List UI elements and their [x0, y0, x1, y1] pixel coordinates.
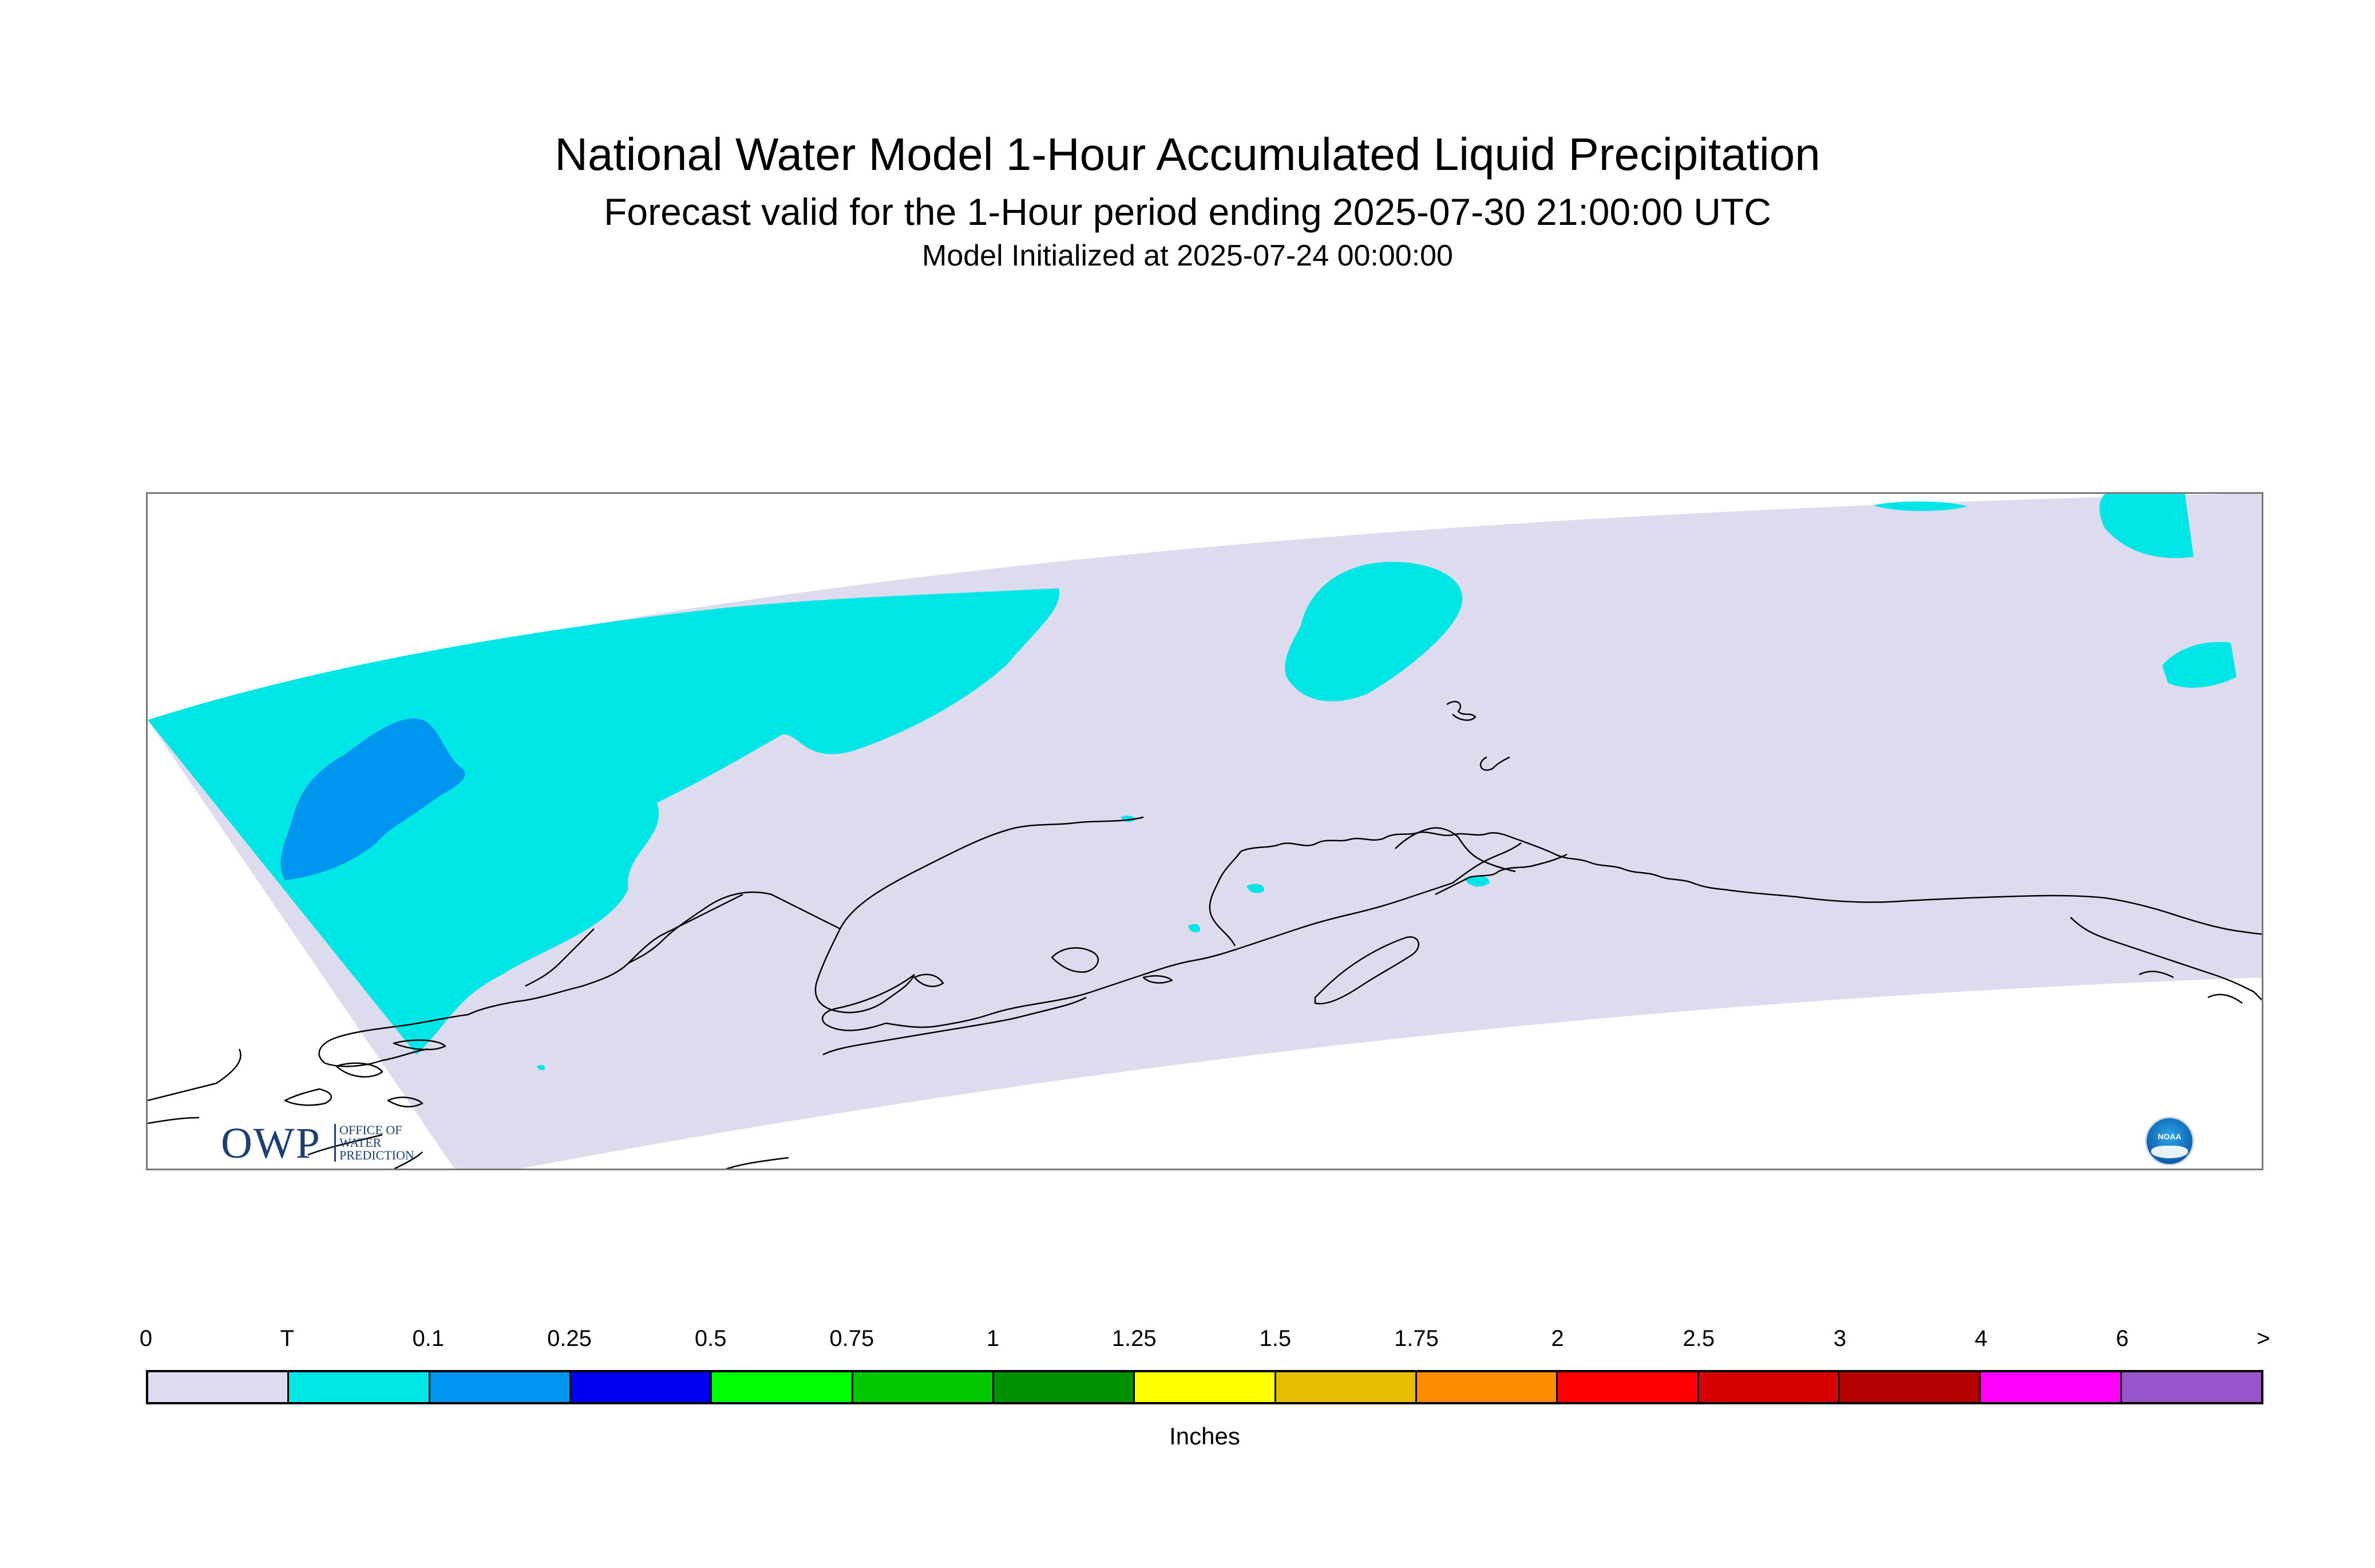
coastline-southeast: [2070, 917, 2262, 1001]
coastline-gulf-lakes: [1051, 947, 1099, 973]
legend-tick-label: >: [2257, 1326, 2270, 1351]
noaa-logo-text: NOAA: [2158, 1132, 2182, 1141]
legend-swatch-14: [2121, 1372, 2261, 1402]
legend-tick-label: 1.25: [1111, 1326, 1157, 1351]
trace-precip-blob-north: [1873, 501, 1968, 511]
owp-logo-text: OFFICE OF WATER PREDICTION: [334, 1124, 414, 1162]
legend-units-label: Inches: [1169, 1423, 1240, 1450]
legend-swatch-4: [712, 1372, 853, 1402]
island-shumagin: [913, 973, 944, 987]
chart-title: National Water Model 1-Hour Accumulated …: [555, 129, 1820, 180]
precipitation-map: OWP OFFICE OF WATER PREDICTION NOAA: [146, 492, 2263, 1170]
legend-tick-label: 1.5: [1259, 1326, 1292, 1351]
legend-swatch-7: [1135, 1372, 1276, 1402]
legend-tick-label: 4: [1974, 1326, 1988, 1351]
legend-tick-label: 0: [139, 1326, 153, 1351]
trace-precip-blob-northeast: [2099, 494, 2194, 559]
trace-precip-blob-central: [1285, 561, 1463, 702]
coastline-yukon-delta: [318, 1013, 469, 1067]
coastline-kenai: [1395, 827, 1516, 873]
legend-tick-label: 6: [2116, 1326, 2129, 1351]
coastline-chukotka: [148, 1048, 242, 1124]
noaa-logo-wave: [2151, 1146, 2188, 1158]
island-st-lawrence: [393, 1039, 446, 1051]
legend-tick-label: 1.75: [1394, 1326, 1439, 1351]
legend-swatch-5: [853, 1372, 994, 1402]
model-init-line: Model Initialized at 2025-07-24 00:00:00: [922, 239, 1453, 272]
legend-tick-label: 0.1: [412, 1326, 445, 1351]
legend-swatch-2: [430, 1372, 571, 1402]
noaa-logo: NOAA: [2145, 1116, 2194, 1166]
legend-tick-label: 0.5: [694, 1326, 727, 1351]
coastline-seward: [525, 893, 743, 987]
coastline-mainland-west: [814, 816, 1144, 1013]
legend-tick-label: 0.75: [829, 1326, 874, 1351]
legend-tick-label: T: [280, 1326, 294, 1351]
coastline-kuskokwim: [468, 891, 841, 1016]
coastline-bristol-bay: [821, 973, 915, 1031]
coastline-aleutians: [822, 996, 1087, 1056]
map-canvas: [148, 494, 2262, 1169]
legend-tick-label: 1: [986, 1326, 1000, 1351]
legend-tick-label: 3: [1833, 1326, 1847, 1351]
legend-swatch-1: [289, 1372, 430, 1402]
owp-logo-mark: OWP: [221, 1119, 321, 1167]
coastline-alaska-peninsula: [885, 882, 1453, 1028]
owp-logo-line-2: WATER: [339, 1135, 382, 1150]
legend-tick-label: 2.5: [1683, 1326, 1715, 1351]
trace-precip-dot-2: [1464, 875, 1490, 887]
coastline-east-bay: [2139, 971, 2243, 1004]
trace-precip-area-west: [148, 588, 1060, 1055]
legend-swatch-12: [1839, 1372, 1981, 1402]
legend-tick-label: 2: [1551, 1326, 1564, 1351]
legend-swatch-8: [1276, 1372, 1417, 1402]
owp-logo-line-1: OFFICE OF: [339, 1123, 402, 1137]
trace-precip-dot-3: [1246, 884, 1264, 893]
trace-precip-dot-5: [537, 1065, 545, 1070]
legend-tick-label: 0.25: [547, 1326, 592, 1351]
legend-swatch-10: [1558, 1372, 1699, 1402]
island-kodiak: [1314, 936, 1419, 1005]
owp-logo: OWP OFFICE OF WATER PREDICTION: [221, 1120, 438, 1166]
island-nunivak: [335, 1062, 383, 1078]
legend-swatch-0: [148, 1372, 290, 1402]
forecast-valid-subtitle: Forecast valid for the 1-Hour period end…: [604, 191, 1771, 233]
legend-swatch-3: [571, 1372, 712, 1402]
legend-swatch-11: [1699, 1372, 1840, 1402]
coastline-chukotka-east: [307, 1134, 789, 1169]
trace-precip-dot-4: [1188, 924, 1200, 933]
legend-swatch-13: [1981, 1372, 2122, 1402]
legend-color-bar: [146, 1370, 2263, 1404]
legend-swatch-6: [993, 1372, 1135, 1402]
coastline-north-inlet: [1480, 756, 1510, 771]
coastline-prince-william-sound: [1435, 853, 1568, 896]
coastline-mainland-south: [1240, 831, 2262, 935]
coastline-cook-inlet: [1209, 842, 1522, 947]
precip-0p1-area: [280, 718, 465, 880]
coastline-west-island-b: [387, 1096, 423, 1108]
color-legend: 0 T 0.1 0.25 0.5 0.75 1 1.25 1.5 1.75 2 2.5 3 4 6 > Inc…: [140, 1325, 2270, 1462]
coastline-lake-iliamna: [1142, 975, 1173, 984]
owp-logo-line-3: PREDICTION: [339, 1148, 414, 1162]
trace-precip-blob-east: [2162, 642, 2237, 688]
coastline-north-bay: [1446, 700, 1477, 721]
coastline-west-island-a: [284, 1088, 332, 1106]
coastlines: [148, 700, 2262, 1169]
legend-swatch-9: [1416, 1372, 1558, 1402]
